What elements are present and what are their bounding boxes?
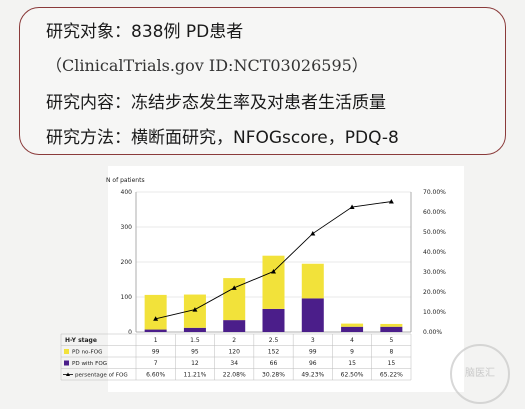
data-label: 34 (230, 360, 238, 367)
bar-pd-with-fog (183, 327, 206, 332)
data-label: 65.22% (380, 372, 403, 379)
fog-percentage-point (153, 316, 159, 321)
legend-marker (66, 372, 70, 376)
data-label: 8 (389, 349, 393, 356)
data-label: 15 (388, 360, 396, 367)
y2-tick-label: 20.00% (423, 289, 446, 296)
bar-pd-with-fog (301, 298, 324, 332)
x-tick-label: 5 (389, 337, 393, 344)
legend-label: PD no-FOG (72, 350, 103, 356)
x-tick-label: 2.5 (269, 337, 279, 344)
data-label: 22.08% (223, 372, 246, 379)
bar-pd-no-fog (301, 263, 324, 299)
x-tick-label: 3 (311, 337, 315, 344)
data-label: 30.28% (262, 372, 285, 379)
bar-pd-no-fog (262, 255, 285, 309)
legend-swatch (64, 360, 69, 366)
y-tick-label: 100 (121, 294, 133, 301)
legend-swatch (64, 349, 69, 354)
bar-pd-with-fog (144, 329, 167, 332)
y-tick-label: 0 (128, 329, 132, 336)
fog-percentage-point (192, 307, 198, 312)
fog-percentage-point (349, 204, 355, 209)
fog-percentage-point (271, 268, 276, 274)
x-tick-label: 1.5 (190, 337, 200, 344)
data-label: 11.21% (183, 372, 206, 379)
data-label: 96 (309, 360, 317, 367)
fog-percentage-point (388, 199, 394, 204)
bar-pd-with-fog (341, 326, 364, 332)
study-content-line: 研究内容：冻结步态发生率及对患者生活质量 (46, 93, 386, 113)
data-label: 66 (270, 360, 278, 367)
fog-percentage-point (310, 231, 316, 236)
y-axis-title: N of patients (106, 177, 145, 184)
study-subject-line: 研究对象：838例 PD患者 (46, 22, 244, 42)
data-label: 99 (309, 349, 317, 356)
table-header-label: H-Y stage (65, 337, 97, 344)
bar-pd-no-fog (223, 278, 246, 321)
legend-label: PD with FOG (72, 361, 107, 367)
y2-tick-label: 60.00% (423, 209, 446, 216)
y2-tick-label: 70.00% (423, 189, 446, 196)
x-tick-label: 1 (154, 337, 158, 344)
y2-tick-label: 40.00% (423, 249, 446, 256)
data-label: 62.50% (341, 372, 364, 379)
data-label: 12 (191, 360, 199, 367)
y2-tick-label: 30.00% (423, 269, 446, 276)
data-label: 9 (350, 349, 354, 356)
y2-tick-label: 0.00% (423, 329, 442, 336)
fog-percentage-point (231, 285, 237, 290)
y-tick-label: 200 (121, 259, 133, 266)
y2-tick-label: 50.00% (423, 229, 446, 236)
bar-pd-with-fog (223, 320, 246, 332)
watermark-logo: 脑医汇 (450, 344, 510, 404)
y2-tick-label: 10.00% (423, 309, 446, 316)
y-tick-label: 400 (121, 189, 133, 196)
legend-label: persentage of FOG (75, 373, 128, 379)
x-tick-label: 4 (350, 337, 354, 344)
data-label: 120 (228, 349, 240, 356)
data-label: 15 (348, 360, 356, 367)
trial-id-line: （ClinicalTrials.gov ID:NCT03026595） (46, 56, 368, 75)
x-tick-label: 2 (232, 337, 236, 344)
bar-pd-no-fog (380, 323, 403, 327)
bar-pd-no-fog (341, 323, 364, 327)
bar-pd-with-fog (262, 308, 285, 332)
data-label: 99 (152, 349, 160, 356)
bar-pd-with-fog (380, 326, 403, 332)
study-method-line: 研究方法：横断面研究，NFOGscore，PDQ-8 (46, 128, 399, 148)
data-label: 49.23% (301, 372, 324, 379)
data-label: 6.60% (146, 372, 165, 379)
data-label: 7 (154, 360, 158, 367)
info-box: 研究对象：838例 PD患者 （ClinicalTrials.gov ID:NC… (19, 7, 506, 155)
data-label: 95 (191, 349, 199, 356)
data-label: 152 (268, 349, 280, 356)
y-tick-label: 300 (121, 224, 133, 231)
bar-pd-no-fog (144, 294, 167, 330)
chart-panel (108, 166, 464, 392)
